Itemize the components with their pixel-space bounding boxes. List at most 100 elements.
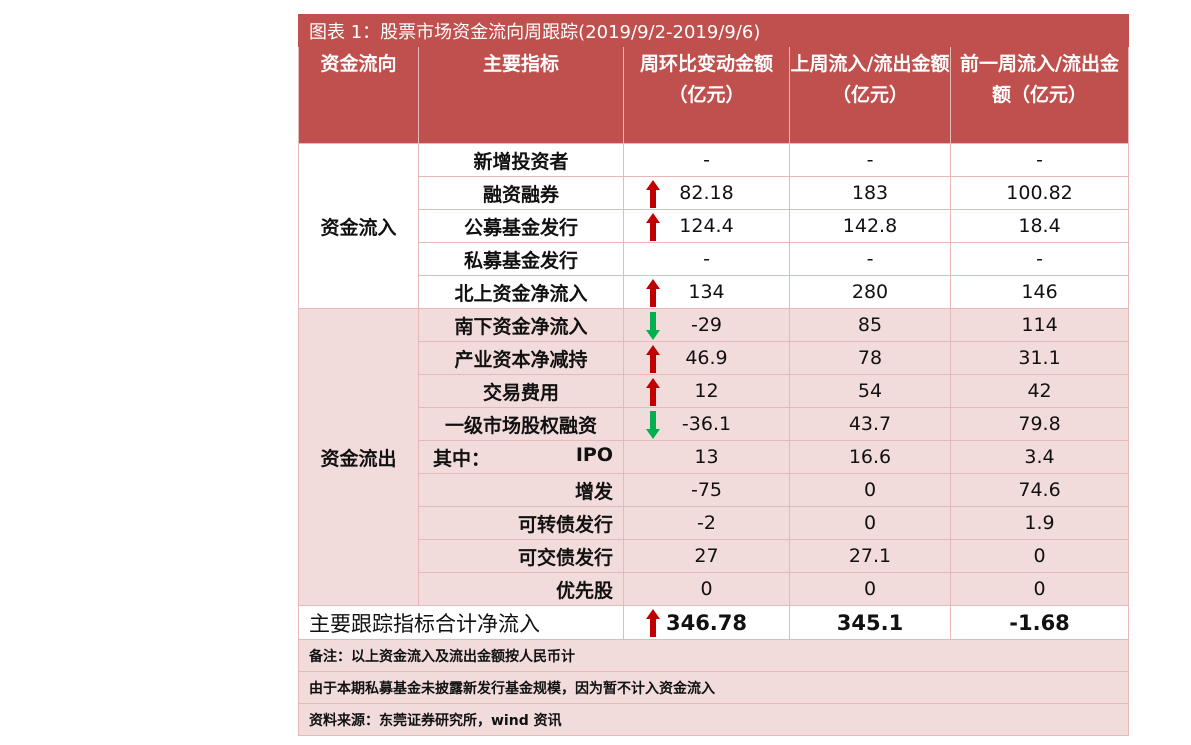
prev-week-value: 1.9 [949,506,1130,540]
last-week-value: 142.8 [789,209,951,243]
arrow-down-icon [646,411,660,439]
table-row: 一级市场股权融资 -36.1 43.7 79.8 [299,407,1130,441]
indicator-label: 优先股 [418,572,624,606]
prev-week-value: 146 [949,275,1130,309]
indicator-label: 南下资金净流入 [418,308,624,342]
note-text: 由于本期私募基金未披露新发行基金规模，因为暂不计入资金流入 [297,671,1130,704]
note-text: 备注：以上资金流入及流出金额按人民币计 [297,639,1130,672]
change-value: 13 [694,446,719,468]
change-cell: -29 [623,308,790,342]
last-week-value: 27.1 [789,539,951,573]
last-week-value: 0 [789,473,951,507]
change-value: -36.1 [681,413,732,435]
total-prev-week: -1.68 [949,605,1130,640]
change-value: 0 [700,578,713,600]
prev-week-value: 0 [949,539,1130,573]
table-title: 图表 1：股票市场资金流向周跟踪(2019/9/2-2019/9/6) [297,14,1130,47]
change-value: -29 [690,314,723,336]
table-row: 其中： IPO 13 16.6 3.4 [299,440,1130,474]
total-last-week: 345.1 [789,605,951,640]
indicator-label: 可转债发行 [418,506,624,540]
note-text: 资料来源：东莞证券研究所，wind 资讯 [297,703,1130,736]
change-cell: 13 [623,440,790,474]
change-cell: 0 [623,572,790,606]
indicator-label: 新增投资者 [418,143,624,177]
change-cell: - [623,242,790,276]
fund-flow-table: 图表 1：股票市场资金流向周跟踪(2019/9/2-2019/9/6) 资金流向… [297,14,1130,736]
change-cell: 46.9 [623,341,790,375]
table-row: 融资融券 82.18 183 100.82 [299,176,1130,210]
change-cell: - [623,143,790,177]
last-week-value: 54 [789,374,951,408]
prev-week-value: 74.6 [949,473,1130,507]
indicator-label: 公募基金发行 [418,209,624,243]
arrow-up-icon [646,279,660,307]
table-row: 可交债发行 27 27.1 0 [299,539,1130,573]
indicator-label: 其中： IPO [418,440,624,474]
indicator-label: 北上资金净流入 [418,275,624,309]
change-cell: 12 [623,374,790,408]
change-cell: 124.4 [623,209,790,243]
indicator-label: 一级市场股权融资 [418,407,624,441]
last-week-value: 78 [789,341,951,375]
table-row: 产业资本净减持 46.9 78 31.1 [299,341,1130,375]
last-week-value: - [789,143,951,177]
indicator-name: IPO [575,443,613,466]
prev-week-value: - [949,242,1130,276]
table-row: 优先股 0 0 0 [299,572,1130,606]
total-row: 主要跟踪指标合计净流入 346.78 345.1 -1.68 [298,605,1130,640]
change-value: 12 [694,380,719,402]
header-last-week: 上周流入/流出金额（亿元） [789,46,951,144]
change-cell: 134 [623,275,790,309]
arrow-up-icon [646,180,660,208]
last-week-value: 0 [789,572,951,606]
change-value: 82.18 [679,182,734,204]
fund-flow-table-container: 图表 1：股票市场资金流向周跟踪(2019/9/2-2019/9/6) 资金流向… [297,14,1130,736]
prev-week-value: - [949,143,1130,177]
arrow-up-icon [646,378,660,406]
last-week-value: 280 [789,275,951,309]
last-week-value: 16.6 [789,440,951,474]
table-row: 北上资金净流入 134 280 146 [299,275,1130,309]
header-change: 周环比变动金额（亿元） [623,46,790,144]
indicator-label: 可交债发行 [418,539,624,573]
arrow-down-icon [646,312,660,340]
change-value: -2 [697,512,716,534]
indicator-prefix: 其中： [433,447,491,470]
prev-week-value: 0 [949,572,1130,606]
arrow-up-icon [646,213,660,241]
table-row: 资金流入 新增投资者 - - - [298,143,1130,309]
change-value: 124.4 [679,215,734,237]
total-change-cell: 346.78 [623,605,790,640]
last-week-value: 0 [789,506,951,540]
last-week-value: 43.7 [789,407,951,441]
prev-week-value: 18.4 [949,209,1130,243]
change-value: - [703,149,710,171]
section-label: 资金流入 [298,143,419,309]
change-cell: -2 [623,506,790,540]
header-direction: 资金流向 [298,46,419,144]
prev-week-value: 100.82 [949,176,1130,210]
change-value: 27 [694,545,719,567]
change-cell: -36.1 [623,407,790,441]
last-week-value: 85 [789,308,951,342]
prev-week-value: 114 [949,308,1130,342]
indicator-label: 私募基金发行 [418,242,624,276]
change-value: -75 [690,479,723,501]
change-value: - [703,248,710,270]
section-label: 资金流出 [298,308,419,606]
total-label: 主要跟踪指标合计净流入 [298,605,624,640]
table-row: 交易费用 12 54 42 [299,374,1130,408]
prev-week-value: 79.8 [949,407,1130,441]
change-value: 134 [688,281,725,303]
prev-week-value: 31.1 [949,341,1130,375]
table-row: 资金流出 南下资金净流入 -29 85 114 [298,308,1130,606]
indicator-label: 增发 [418,473,624,507]
header-indicator: 主要指标 [418,46,624,144]
last-week-value: 183 [789,176,951,210]
change-cell: 82.18 [623,176,790,210]
indicator-label: 产业资本净减持 [418,341,624,375]
last-week-value: - [789,242,951,276]
arrow-up-icon [646,609,660,637]
prev-week-value: 42 [949,374,1130,408]
